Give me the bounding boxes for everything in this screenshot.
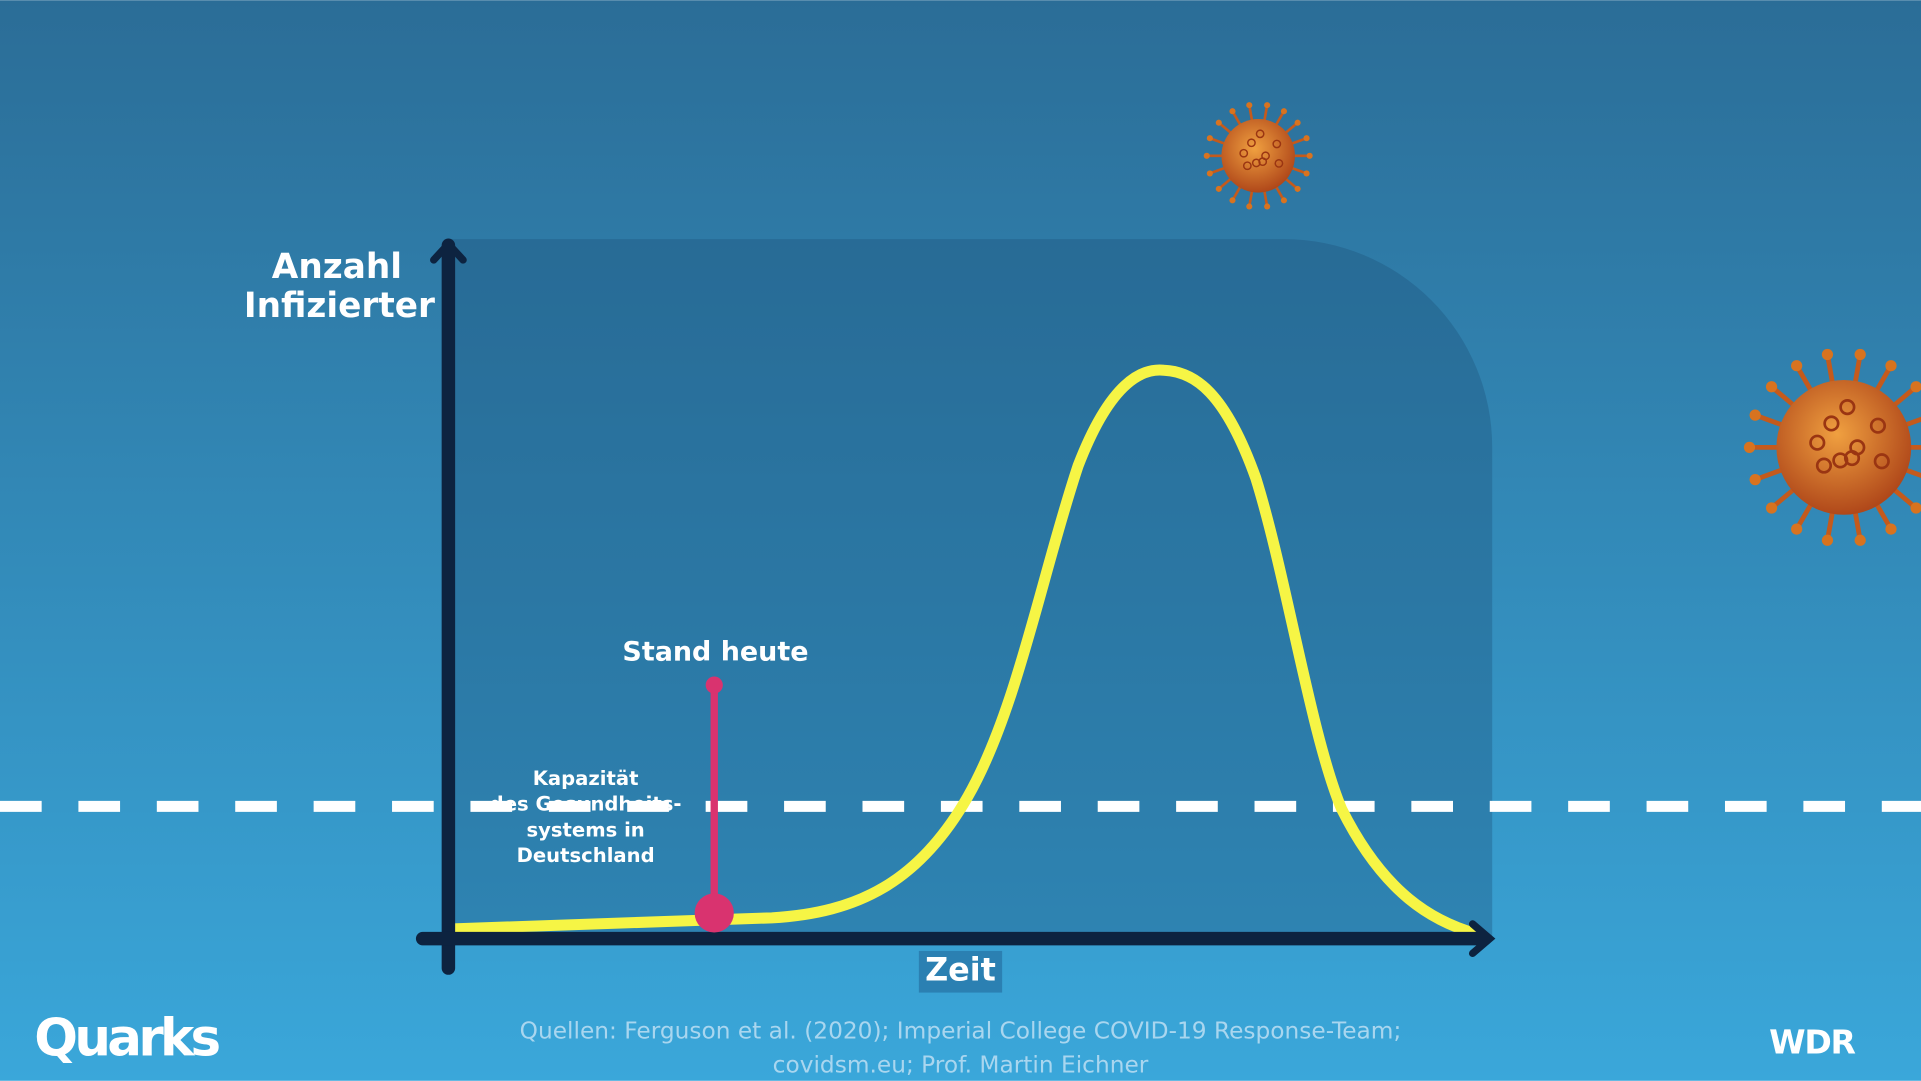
virus-part [1206, 135, 1213, 142]
marker-label: Stand heute [622, 637, 808, 668]
source: covidsm.eu; Prof. Martin Eichner [773, 1052, 1149, 1079]
virus-part [1791, 360, 1803, 372]
marker-top [705, 676, 723, 694]
y-axis-label: Infizierter [244, 286, 435, 326]
virus-part [1303, 135, 1310, 142]
source: Quellen: Ferguson et al. (2020); Imperia… [520, 1017, 1402, 1044]
virus-part [1242, 161, 1252, 171]
virus-part [1821, 348, 1834, 361]
virus-part [1246, 203, 1253, 210]
marker-dot [694, 893, 734, 933]
virus-part [1303, 170, 1310, 177]
virus-part [1215, 119, 1222, 126]
capacity-label: systems in [526, 818, 644, 841]
virus-part [1869, 417, 1887, 434]
virus-part [1206, 170, 1213, 177]
virus-part [1229, 197, 1236, 204]
virus-part [1294, 119, 1301, 126]
logo-wdr: WDR [1769, 1023, 1855, 1062]
virus-part [1910, 381, 1921, 393]
virus-part [1255, 129, 1265, 139]
capacity-label: Deutschland [517, 844, 655, 867]
virus-part [1791, 523, 1803, 535]
virus-part [1873, 453, 1890, 470]
virus-part [1854, 348, 1866, 361]
virus-part [1749, 474, 1761, 486]
virus-part [1221, 119, 1295, 193]
virus-part [1239, 148, 1249, 158]
virus-part [1854, 534, 1866, 546]
virus-part [1743, 441, 1756, 454]
x-label-box [918, 950, 1003, 993]
virus-part [1247, 138, 1256, 148]
virus-part [1749, 409, 1761, 421]
logo-quarks: Quarks [34, 1009, 219, 1069]
virus-part [1815, 457, 1833, 474]
virus-part [1258, 157, 1268, 167]
virus-part [1274, 158, 1284, 168]
virus-part [1776, 380, 1912, 515]
virus-part [1280, 197, 1287, 204]
virus-part [1264, 102, 1271, 109]
virus-part [1280, 108, 1287, 115]
y-axis-label: Anzahl [272, 247, 402, 287]
virus-part [1823, 415, 1840, 432]
virus-part [1251, 158, 1261, 168]
virus-part [1832, 452, 1849, 469]
y-axis-arrow [430, 238, 467, 264]
capacity-label: des Gesundheits- [490, 793, 682, 816]
virus-part [1885, 360, 1897, 372]
x-axis-label: Zeit [925, 951, 996, 989]
infection-curve [447, 364, 1482, 940]
virus-part [1246, 102, 1253, 109]
virus-part [1765, 502, 1778, 514]
virus-part [1229, 108, 1236, 115]
x-axis-arrow [1468, 920, 1496, 958]
virus-part [1294, 185, 1301, 192]
virus-part [1809, 434, 1826, 451]
virus-part [1765, 381, 1778, 393]
virus-part [1839, 399, 1856, 416]
virus-part [1306, 152, 1313, 159]
virus-part [1885, 523, 1897, 535]
virus-part [1203, 152, 1210, 159]
virus-part [1272, 139, 1282, 149]
virus-part [1821, 534, 1834, 546]
virus-part [1264, 203, 1271, 210]
virus-part [1215, 185, 1222, 192]
virus-part [1910, 502, 1921, 514]
capacity-label: Kapazität [533, 767, 639, 790]
virus-decoration [1203, 102, 1921, 546]
